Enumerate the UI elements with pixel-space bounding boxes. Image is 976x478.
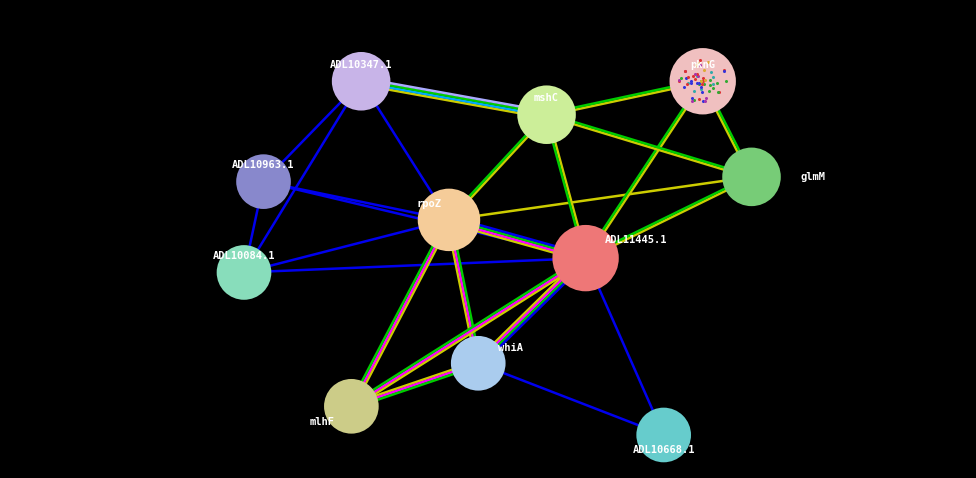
Text: glmM: glmM: [800, 172, 826, 182]
Circle shape: [324, 379, 379, 434]
Circle shape: [636, 408, 691, 462]
Text: ADL10084.1: ADL10084.1: [213, 251, 275, 261]
Circle shape: [552, 225, 619, 291]
Text: ADL11445.1: ADL11445.1: [605, 236, 668, 245]
Circle shape: [722, 148, 781, 206]
Text: ADL10963.1: ADL10963.1: [232, 160, 295, 170]
Circle shape: [418, 189, 480, 251]
Text: rpoZ: rpoZ: [417, 199, 442, 209]
Text: pknG: pknG: [690, 60, 715, 69]
Text: whiA: whiA: [498, 343, 523, 353]
Circle shape: [517, 86, 576, 144]
Circle shape: [670, 48, 736, 114]
Text: ADL10347.1: ADL10347.1: [330, 60, 392, 69]
Text: mlhF: mlhF: [309, 417, 335, 426]
Circle shape: [217, 245, 271, 300]
Text: ADL10668.1: ADL10668.1: [632, 445, 695, 455]
Circle shape: [236, 154, 291, 209]
Circle shape: [332, 52, 390, 110]
Circle shape: [451, 336, 506, 391]
Text: mshC: mshC: [534, 93, 559, 103]
